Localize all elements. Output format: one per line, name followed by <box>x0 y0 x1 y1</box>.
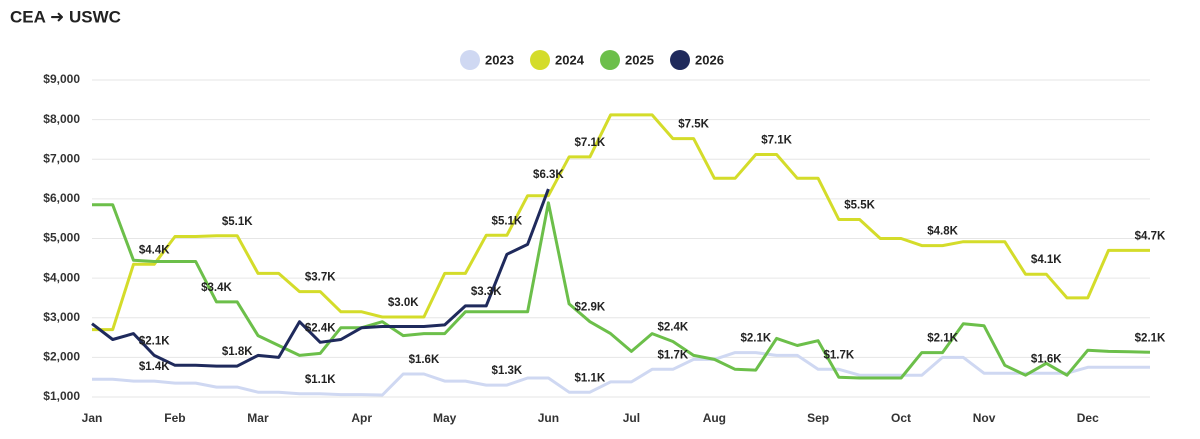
data-label: $1.6K <box>1031 353 1062 365</box>
x-tick-label: Jun <box>538 411 559 425</box>
x-tick-label: Feb <box>164 411 185 425</box>
series-line <box>92 113 1150 332</box>
data-label: $5.5K <box>844 200 875 212</box>
grid: $1,000 $2,000 $3,000 $4,000 $5,000 $6,000 $7,0… <box>43 72 1150 425</box>
data-label: $4.4K <box>139 244 170 256</box>
legend: 2023 2024 2025 2026 <box>460 50 724 70</box>
data-label: $1.4K <box>139 361 170 373</box>
data-label: $4.1K <box>1031 254 1062 266</box>
data-label: $2.1K <box>740 333 771 345</box>
x-tick-label: Aug <box>703 411 726 425</box>
chart-title: CEA ➜ USWC <box>10 7 121 26</box>
y-tick-label: $6,000 <box>43 191 80 205</box>
legend-swatch <box>600 50 620 70</box>
y-tick-label: $2,000 <box>43 350 80 364</box>
lines <box>91 113 1151 397</box>
y-tick-label: $8,000 <box>43 112 80 126</box>
data-labels: $1.4K $1.1K $1.6K $1.3K $1.1K $1.7K $2.1K $1.7K… <box>139 119 1166 386</box>
y-tick-label: $4,000 <box>43 270 80 284</box>
data-label: $3.7K <box>305 272 336 284</box>
series-line <box>91 188 550 368</box>
data-label: $1.1K <box>575 372 606 384</box>
data-label: $3.3K <box>471 286 502 298</box>
x-tick-label: Nov <box>973 411 996 425</box>
data-label: $3.0K <box>388 297 419 309</box>
data-label: $2.1K <box>927 333 958 345</box>
legend-label: 2024 <box>555 52 585 67</box>
series-line <box>92 351 1150 397</box>
data-label: $2.1K <box>139 335 170 347</box>
y-tick-label: $9,000 <box>43 72 80 86</box>
legend-label: 2026 <box>695 52 724 67</box>
x-tick-label: Sep <box>807 411 829 425</box>
y-tick-label: $5,000 <box>43 231 80 245</box>
legend-label: 2025 <box>625 52 654 67</box>
x-tick-label: Oct <box>891 411 911 425</box>
y-tick-label: $3,000 <box>43 310 80 324</box>
data-label: $4.7K <box>1135 230 1166 242</box>
data-label: $2.9K <box>575 302 606 314</box>
data-label: $7.1K <box>761 135 792 147</box>
data-label: $1.3K <box>492 365 523 377</box>
legend-swatch <box>670 50 690 70</box>
data-label: $1.6K <box>409 354 440 366</box>
x-tick-label: May <box>433 411 457 425</box>
data-label: $1.7K <box>823 349 854 361</box>
legend-label: 2023 <box>485 52 514 67</box>
y-tick-label: $1,000 <box>43 389 80 403</box>
legend-swatch <box>530 50 550 70</box>
y-tick-label: $7,000 <box>43 151 80 165</box>
data-label: $1.8K <box>222 346 253 358</box>
data-label: $2.4K <box>305 322 336 334</box>
x-tick-label: Apr <box>351 411 372 425</box>
data-label: $1.1K <box>305 374 336 386</box>
data-label: $5.1K <box>492 215 523 227</box>
legend-swatch <box>460 50 480 70</box>
data-label: $3.4K <box>201 282 232 294</box>
x-tick-label: Jan <box>82 411 103 425</box>
x-tick-label: Dec <box>1077 411 1099 425</box>
x-tick-label: Jul <box>623 411 640 425</box>
data-label: $2.4K <box>658 322 689 334</box>
data-label: $2.1K <box>1135 332 1166 344</box>
data-label: $6.3K <box>533 169 564 181</box>
data-label: $1.7K <box>658 349 689 361</box>
data-label: $4.8K <box>927 226 958 238</box>
data-label: $7.1K <box>575 137 606 149</box>
data-label: $5.1K <box>222 216 253 228</box>
data-label: $7.5K <box>678 119 709 131</box>
x-tick-label: Mar <box>247 411 269 425</box>
series-line <box>92 201 1151 380</box>
